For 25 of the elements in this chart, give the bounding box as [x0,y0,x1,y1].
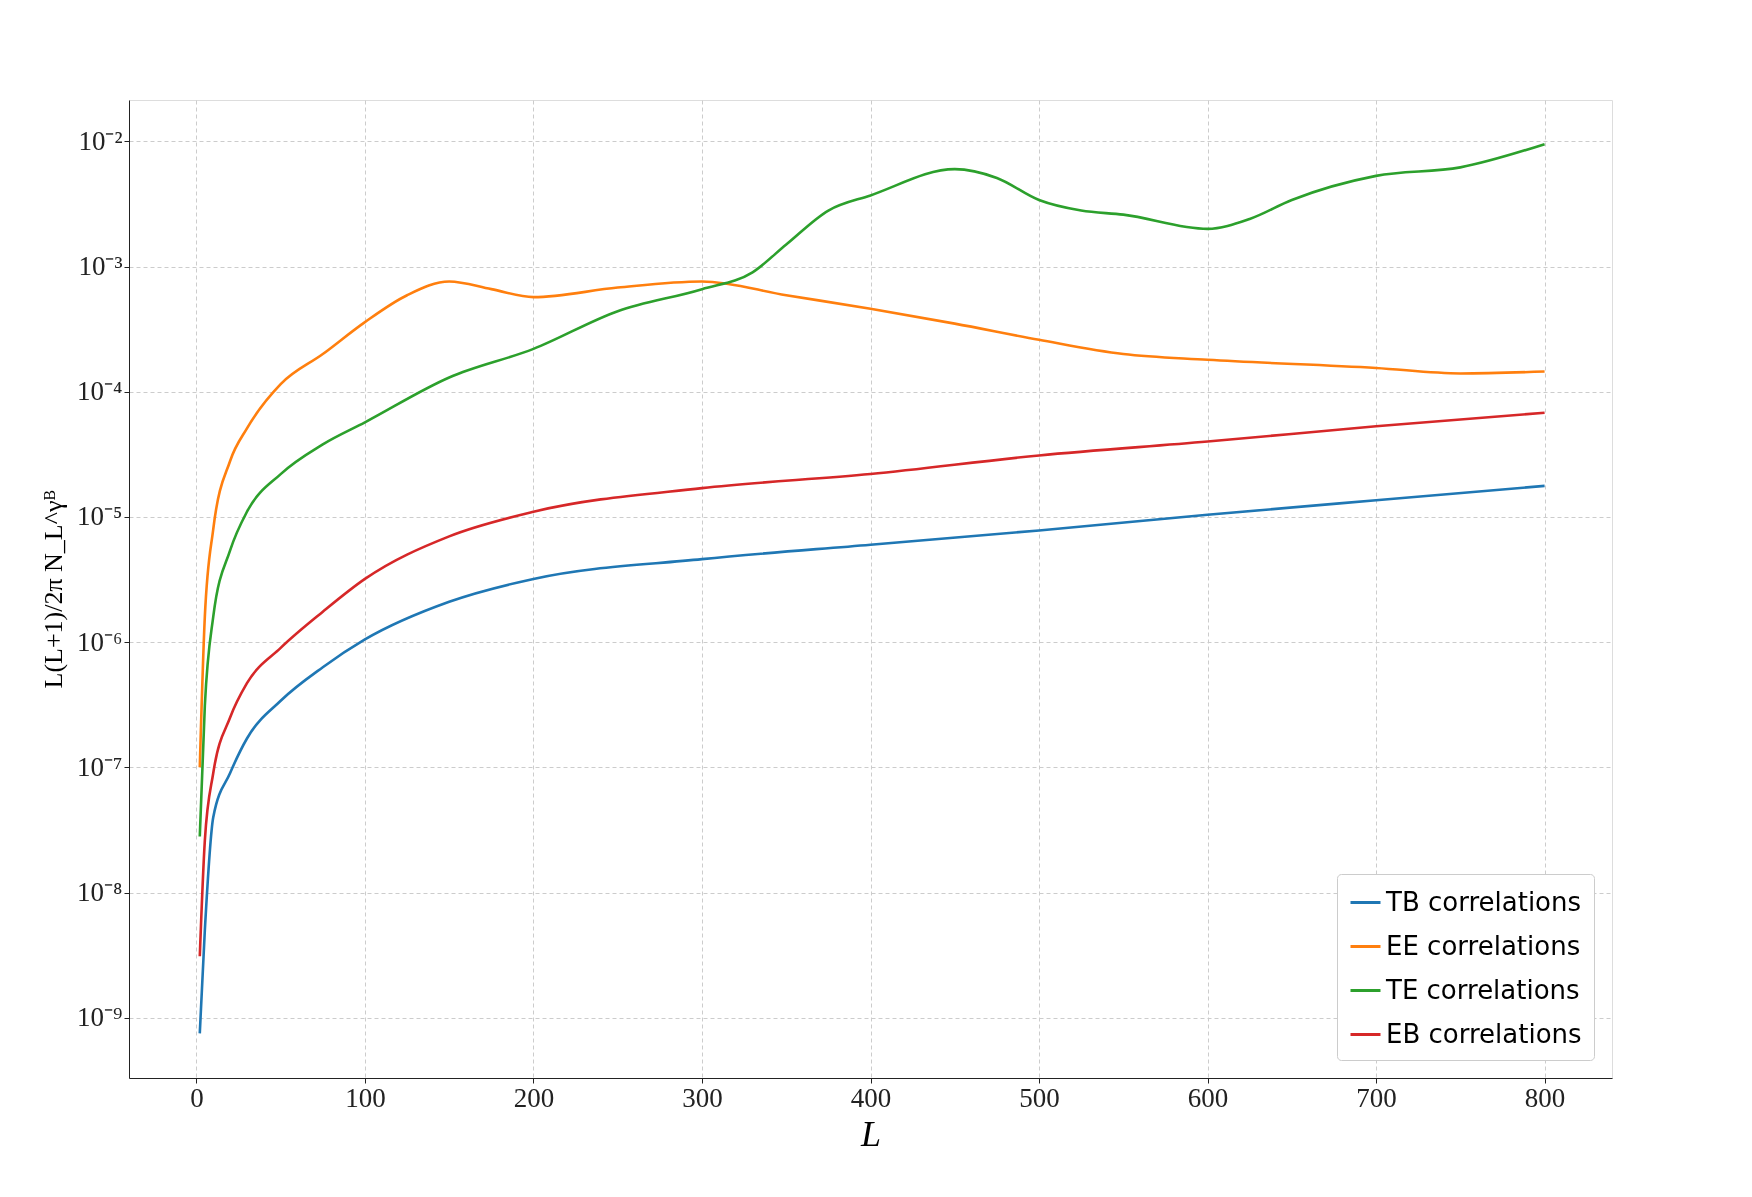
line-series [198,142,1546,838]
y-axis-title: L(L+1)/2π N_L^γᴮ [39,490,69,689]
y-tick-label: 10⁻⁹ [77,1002,123,1033]
x-tick-label: 800 [1524,1082,1566,1113]
x-tick-label: 500 [1019,1082,1060,1113]
y-tick-label: 10⁻⁶ [77,626,123,657]
legend-label: TE correlations [1385,974,1580,1005]
x-tick-label: 300 [682,1082,723,1113]
x-tick-label: 400 [850,1082,892,1113]
y-tick-label: 10⁻⁵ [77,501,123,532]
legend-label: EE correlations [1386,930,1581,961]
x-tick-label: 200 [513,1082,555,1113]
legend-label: EB correlations [1386,1018,1582,1049]
y-tick-label: 10⁻³ [78,251,123,282]
y-tick-label: 10⁻⁴ [77,376,123,407]
x-tick-label: 600 [1187,1082,1229,1113]
y-tick-label: 10⁻⁸ [77,877,123,908]
x-tick-label: 700 [1356,1082,1397,1113]
line-series [198,280,1546,769]
y-tick-label: 10⁻² [78,125,123,156]
x-tick-label: 0 [190,1082,204,1113]
x-axis-title: L [859,1113,882,1154]
y-tick-label: 10⁻⁷ [77,751,123,782]
legend-label: TB correlations [1385,886,1582,917]
x-tick-label: 100 [345,1082,386,1113]
